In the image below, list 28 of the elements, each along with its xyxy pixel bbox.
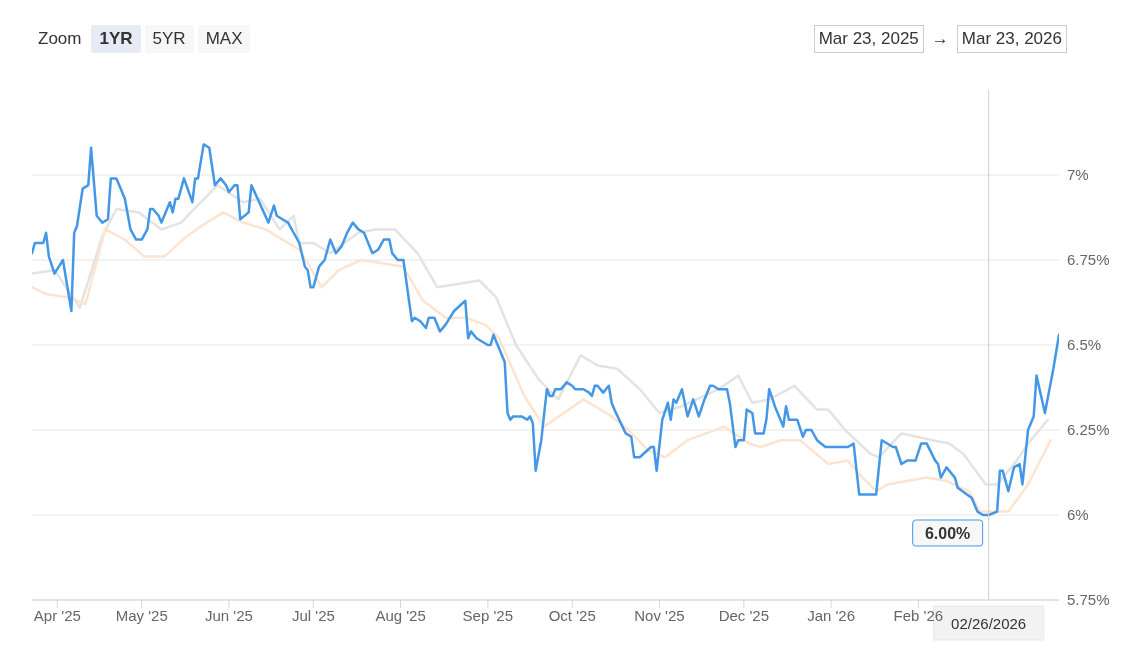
x-tick-label: Oct '25 xyxy=(548,606,596,624)
text: Mar 23, 2025 xyxy=(813,25,924,53)
y-tick-label: 5.75% xyxy=(1067,591,1110,609)
y-tick-label: 6.5% xyxy=(1067,336,1102,354)
annotation: 6.00% xyxy=(924,525,971,542)
x-tick-label: Aug '25 xyxy=(375,606,426,624)
x-tick-label: Apr '25 xyxy=(33,606,81,624)
text: 5YR xyxy=(144,25,194,53)
text: 1YR xyxy=(91,25,141,53)
y-tick-label: 6.25% xyxy=(1067,421,1110,439)
ref-line-label: 02/26/2026 xyxy=(951,615,1027,632)
text: MAX xyxy=(197,25,251,53)
text: Mar 23, 2026 xyxy=(956,25,1067,53)
text: → xyxy=(930,28,950,50)
x-tick-label: Sep '25 xyxy=(462,606,514,624)
y-tick-label: 6.75% xyxy=(1067,251,1110,269)
x-tick-label: Dec '25 xyxy=(718,606,770,624)
x-tick-label: Jun '25 xyxy=(205,606,253,624)
x-tick-label: Jul '25 xyxy=(291,606,335,624)
text: Zoom xyxy=(37,28,83,50)
x-tick-label: Jan '26 xyxy=(807,606,856,624)
line-series xyxy=(32,211,1052,513)
y-tick-label: 6% xyxy=(1067,506,1089,524)
x-tick-label: Nov '25 xyxy=(634,606,685,624)
x-tick-label: May '25 xyxy=(115,606,168,624)
y-tick-label: 7% xyxy=(1067,166,1089,184)
x-tick-label: Feb '26 xyxy=(893,606,944,624)
line-series xyxy=(32,143,1059,517)
